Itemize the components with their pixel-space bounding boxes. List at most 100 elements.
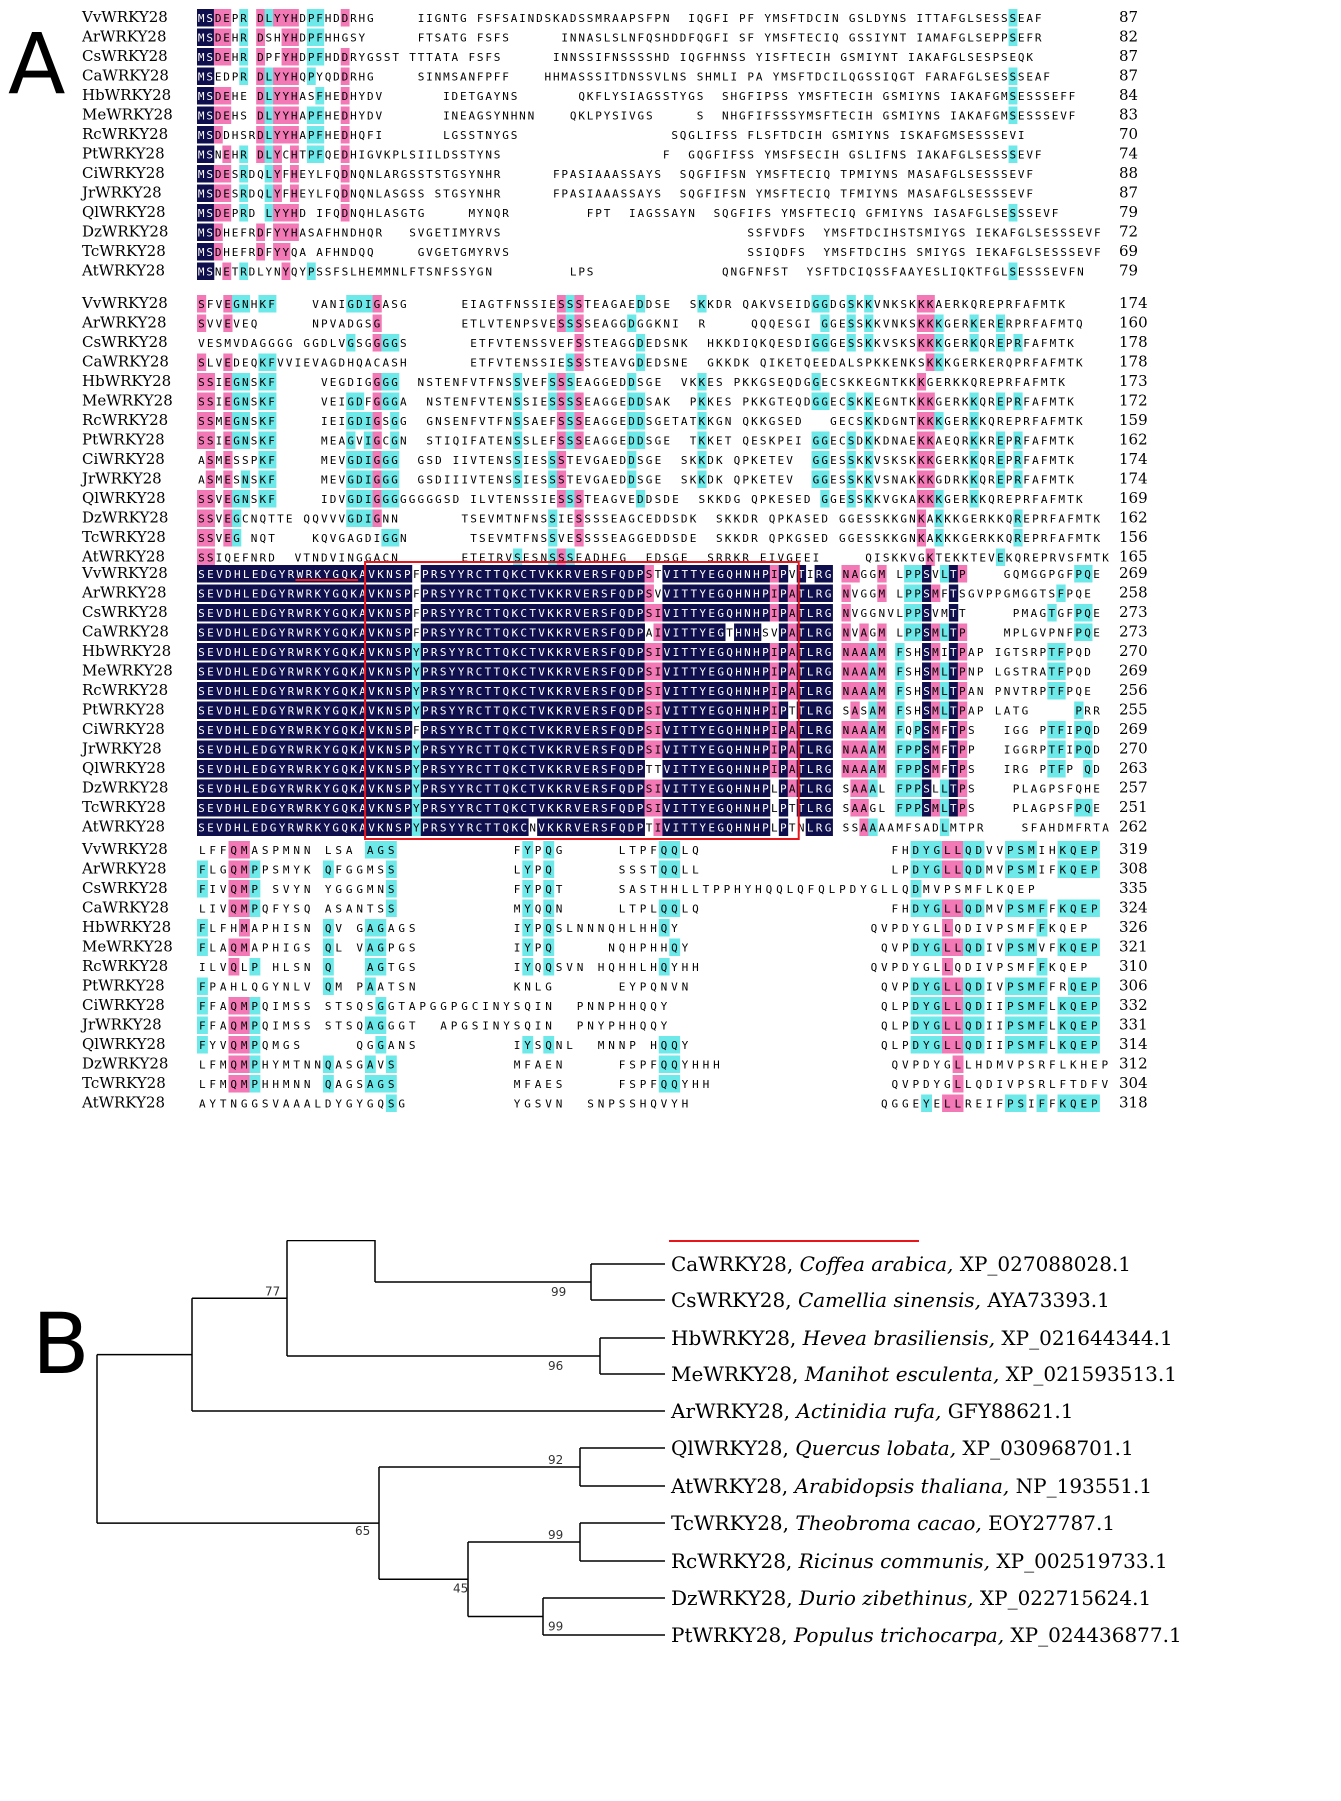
- residue: D: [261, 802, 268, 815]
- position-number: 87: [1119, 47, 1138, 65]
- residue-shade: [264, 204, 274, 222]
- residue: G: [233, 532, 240, 545]
- residue: N: [843, 588, 850, 601]
- residue-shade: [574, 412, 584, 430]
- residue: L: [570, 266, 577, 279]
- residue: P: [578, 266, 585, 279]
- residue: A: [869, 666, 876, 679]
- residue: E: [971, 532, 978, 545]
- residue: N: [505, 435, 512, 448]
- residue: D: [1093, 724, 1100, 737]
- residue: K: [909, 376, 916, 389]
- residue: R: [971, 357, 978, 370]
- residue: T: [604, 207, 611, 220]
- residue: D: [356, 454, 363, 467]
- residue: E: [497, 396, 504, 409]
- residue: I: [561, 32, 568, 45]
- residue: C: [637, 513, 644, 526]
- residue: P: [637, 568, 644, 581]
- residue: T: [682, 763, 689, 776]
- residue-shade: [273, 106, 282, 124]
- residue: R: [592, 588, 599, 601]
- residue: Q: [726, 763, 733, 776]
- residue: R: [467, 588, 474, 601]
- residue: E: [207, 783, 214, 796]
- residue: K: [927, 337, 934, 350]
- residue: S: [968, 724, 975, 737]
- residue: S: [232, 168, 239, 181]
- residue-shade: [916, 392, 927, 410]
- residue: F: [240, 227, 247, 240]
- residue: G: [233, 396, 240, 409]
- residue: E: [984, 149, 991, 162]
- residue: Y: [449, 724, 456, 737]
- residue: G: [365, 376, 372, 389]
- residue: Y: [282, 32, 289, 45]
- residue: Q: [722, 266, 729, 279]
- residue: S: [601, 783, 608, 796]
- residue: Q: [291, 246, 298, 259]
- residue: T: [303, 552, 310, 565]
- residue: Q: [619, 568, 626, 581]
- residue: M: [321, 454, 328, 467]
- residue: Y: [680, 207, 687, 220]
- residue: F: [325, 227, 332, 240]
- residue: C: [520, 705, 527, 718]
- residue: L: [941, 705, 948, 718]
- residue: I: [908, 110, 915, 123]
- residue: A: [384, 168, 391, 181]
- residue: L: [532, 435, 539, 448]
- residue: I: [673, 568, 680, 581]
- residue: L: [976, 71, 983, 84]
- residue: E: [232, 246, 239, 259]
- residue: S: [395, 607, 402, 620]
- residue: S: [815, 110, 822, 123]
- residue: H: [815, 129, 822, 142]
- residue: S: [900, 454, 907, 467]
- residue-shade: [1013, 334, 1023, 352]
- residue: D: [249, 266, 256, 279]
- residue: F: [266, 246, 273, 259]
- sequence-name: ArWRKY28: [81, 314, 167, 332]
- residue: Y: [449, 627, 456, 640]
- residue: S: [558, 454, 565, 467]
- residue: D: [257, 129, 264, 142]
- residue: M: [198, 129, 205, 142]
- residue: G: [332, 588, 339, 601]
- residue: S: [857, 32, 864, 45]
- residue: S: [540, 474, 547, 487]
- residue: S: [976, 32, 983, 45]
- residue: G: [426, 415, 433, 428]
- residue: S: [601, 685, 608, 698]
- residue: E: [944, 552, 951, 565]
- residue: H: [223, 246, 230, 259]
- residue-shade: [205, 126, 215, 144]
- residue: W: [297, 646, 304, 659]
- residue: R: [1093, 705, 1100, 718]
- residue: I: [771, 666, 778, 679]
- residue: E: [514, 357, 521, 370]
- residue: P: [905, 568, 912, 581]
- residue: F: [316, 32, 323, 45]
- residue: T: [840, 168, 847, 181]
- residue: H: [832, 149, 839, 162]
- residue: F: [610, 666, 617, 679]
- residue: G: [638, 110, 645, 123]
- residue: T: [529, 783, 536, 796]
- residue: S: [856, 415, 863, 428]
- residue: F: [610, 646, 617, 659]
- residue: G: [866, 207, 873, 220]
- residue: N: [843, 646, 850, 659]
- residue: H: [234, 783, 241, 796]
- residue: E: [1018, 266, 1025, 279]
- residue: S: [984, 71, 991, 84]
- residue: E: [532, 474, 539, 487]
- residue: K: [350, 705, 357, 718]
- residue: Q: [502, 627, 509, 640]
- residue: S: [593, 513, 600, 526]
- residue: M: [198, 207, 205, 220]
- residue-shade: [239, 165, 249, 183]
- residue: S: [874, 532, 881, 545]
- residue: I: [688, 12, 695, 25]
- residue: S: [773, 51, 780, 64]
